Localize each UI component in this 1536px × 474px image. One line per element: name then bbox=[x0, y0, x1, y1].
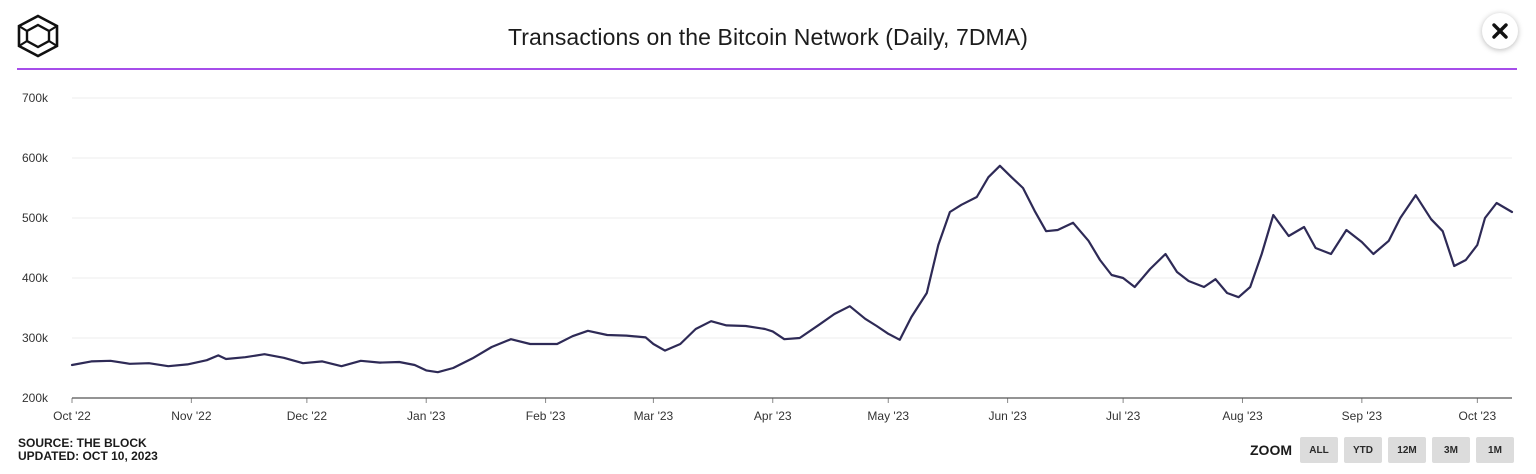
zoom-12m-button[interactable]: 12M bbox=[1388, 437, 1426, 463]
chart-title: Transactions on the Bitcoin Network (Dai… bbox=[507, 24, 1029, 50]
x-tick-label: Feb '23 bbox=[526, 409, 566, 423]
y-axis-labels: 200k 300k 400k 500k 600k 700k bbox=[22, 91, 49, 405]
the-block-logo-icon bbox=[17, 14, 59, 58]
y-tick-label: 700k bbox=[22, 91, 49, 105]
source-text: SOURCE: THE BLOCK bbox=[18, 436, 147, 450]
x-tick-label: Apr '23 bbox=[754, 409, 792, 423]
x-tick-label: Jul '23 bbox=[1106, 409, 1141, 423]
zoom-1m-button[interactable]: 1M bbox=[1476, 437, 1514, 463]
y-tick-label: 300k bbox=[22, 331, 49, 345]
close-button[interactable] bbox=[1482, 13, 1518, 49]
x-axis-labels: Oct '22 Nov '22 Dec '22 Jan '23 Feb '23 Mar '… bbox=[53, 398, 1496, 423]
series-line bbox=[70, 164, 1514, 374]
x-tick-label: May '23 bbox=[867, 409, 909, 423]
x-tick-label: Aug '23 bbox=[1222, 409, 1263, 423]
y-tick-label: 500k bbox=[22, 211, 49, 225]
x-tick-label: Jan '23 bbox=[407, 409, 446, 423]
zoom-controls: ZOOM ALL YTD 12M 3M 1M bbox=[1250, 437, 1514, 463]
y-tick-label: 200k bbox=[22, 391, 49, 405]
grid-lines bbox=[72, 97, 1512, 339]
x-tick-label: Oct '23 bbox=[1459, 409, 1497, 423]
title-divider bbox=[17, 68, 1517, 70]
y-tick-label: 400k bbox=[22, 271, 49, 285]
x-tick-label: Nov '22 bbox=[171, 409, 212, 423]
x-tick-label: Dec '22 bbox=[287, 409, 328, 423]
updated-text: UPDATED: OCT 10, 2023 bbox=[18, 449, 158, 463]
zoom-ytd-button[interactable]: YTD bbox=[1344, 437, 1382, 463]
zoom-all-button[interactable]: ALL bbox=[1300, 437, 1338, 463]
zoom-3m-button[interactable]: 3M bbox=[1432, 437, 1470, 463]
zoom-label: ZOOM bbox=[1250, 442, 1292, 458]
close-icon bbox=[1492, 23, 1508, 39]
x-tick-label: Mar '23 bbox=[634, 409, 674, 423]
footer-source: SOURCE: THE BLOCK UPDATED: OCT 10, 2023 bbox=[18, 437, 158, 463]
x-tick-label: Oct '22 bbox=[53, 409, 91, 423]
x-tick-label: Sep '23 bbox=[1342, 409, 1383, 423]
x-tick-label: Jun '23 bbox=[988, 409, 1027, 423]
y-tick-label: 600k bbox=[22, 151, 49, 165]
